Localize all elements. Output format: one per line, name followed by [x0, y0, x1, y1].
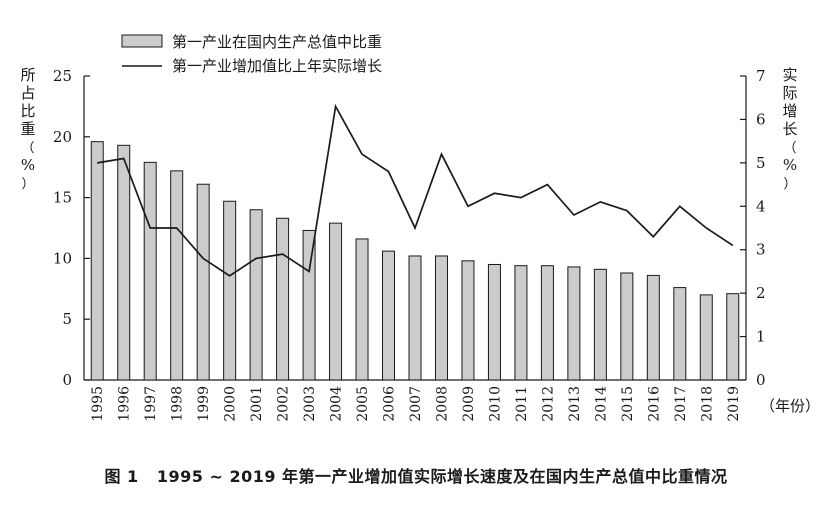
- right-axis-label: 实际增长 （% ）: [782, 66, 797, 192]
- left-label-char: %: [21, 156, 35, 174]
- bar-2004: [329, 222, 343, 381]
- bar-2017: [673, 287, 687, 381]
- bar-1997: [143, 161, 157, 381]
- x-tick-label: 2008: [434, 386, 450, 422]
- x-tick-label: 1996: [117, 386, 133, 422]
- x-tick-label: 2013: [567, 386, 583, 422]
- bar-2014: [593, 268, 607, 381]
- x-tick-label: 2018: [699, 386, 715, 422]
- bar-2015: [620, 272, 634, 381]
- bar-1999: [196, 183, 210, 381]
- x-tick-label: 2017: [673, 386, 689, 422]
- right-tick-label: 6: [756, 110, 766, 128]
- x-tick-label: 2005: [355, 386, 371, 422]
- x-tick-label: 2004: [329, 386, 345, 422]
- right-axis-ticks: 0 1 2 3 4 5 6 7: [740, 67, 766, 389]
- right-tick-label: 7: [756, 67, 766, 85]
- x-tick-label: 1995: [90, 386, 106, 422]
- x-tick-label: 2012: [540, 386, 556, 422]
- x-tick-label: 2003: [302, 386, 318, 422]
- left-tick-label: 20: [53, 128, 72, 146]
- bar-series: [90, 141, 740, 381]
- left-label-char: （: [21, 141, 34, 156]
- bar-2018: [699, 294, 713, 381]
- bar-2000: [223, 200, 237, 381]
- right-label-char: %: [783, 156, 797, 174]
- x-tick-label: 2006: [382, 386, 398, 422]
- x-tick-label: 2002: [276, 386, 292, 422]
- bar-2001: [249, 209, 263, 381]
- left-label-char: 重: [20, 120, 35, 138]
- figure-number: 图 1: [104, 467, 139, 486]
- right-label-char: 际: [782, 84, 797, 102]
- bar-2002: [276, 217, 290, 381]
- bar-2008: [434, 255, 448, 381]
- x-tick-label: 2009: [461, 386, 477, 422]
- x-tick-label: 2015: [620, 386, 636, 422]
- bar-1996: [117, 144, 131, 381]
- bar-2016: [646, 274, 660, 381]
- right-tick-label: 2: [756, 284, 766, 302]
- bar-1998: [170, 170, 184, 381]
- bar-2010: [487, 263, 501, 381]
- left-label-char: 比: [20, 102, 35, 120]
- x-tick-label: 1999: [196, 386, 212, 422]
- bar-2013: [567, 266, 581, 381]
- right-tick-label: 4: [756, 197, 766, 215]
- bar-1995: [90, 141, 104, 381]
- left-axis-ticks: 0 5 10 15 20 25: [53, 67, 90, 389]
- right-label-char: 长: [782, 120, 797, 138]
- x-tick-label: 2010: [487, 386, 503, 422]
- bar-2009: [461, 260, 475, 381]
- right-tick-label: 5: [756, 154, 766, 172]
- right-label-char: 实: [782, 66, 797, 84]
- legend-bar-label: 第一产业在国内生产总值中比重: [172, 33, 382, 51]
- x-tick-label: 1998: [170, 386, 186, 422]
- left-tick-label: 0: [62, 371, 72, 389]
- right-tick-label: 0: [756, 371, 766, 389]
- x-tick-label: 2000: [223, 386, 239, 422]
- figure-caption: 图 1 1995 ~ 2019 年第一产业增加值实际增长速度及在国内生产总值中比…: [0, 463, 832, 487]
- left-label-char: ）: [21, 177, 34, 192]
- x-tick-label: 1997: [143, 386, 159, 422]
- left-tick-label: 5: [62, 310, 72, 328]
- x-tick-label: 2001: [249, 386, 265, 422]
- bar-2003: [302, 229, 316, 381]
- left-tick-label: 15: [53, 189, 72, 207]
- legend-line-label: 第一产业增加值比上年实际增长: [172, 57, 382, 75]
- bar-2005: [355, 238, 369, 381]
- x-tick-label: 2014: [593, 386, 609, 422]
- bar-2019: [726, 293, 740, 381]
- right-label-char: 增: [782, 102, 797, 120]
- legend-bar-swatch: [121, 34, 163, 48]
- left-label-char: 所: [20, 66, 35, 84]
- bar-2012: [540, 265, 554, 381]
- x-axis-tick-labels: 1995 1996 1997 1998 1999 2000 2001 2002 2003 2004…: [90, 386, 742, 422]
- left-tick-label: 25: [53, 67, 72, 85]
- left-axis-label: 所占比重 （% ）: [20, 66, 35, 192]
- bar-2006: [382, 250, 396, 381]
- bar-2007: [408, 255, 422, 381]
- x-tick-label: 2016: [646, 386, 662, 422]
- right-label-char: （: [783, 141, 796, 156]
- left-label-char: 占: [20, 84, 35, 102]
- bar-2011: [514, 265, 528, 381]
- x-unit-label: （年份）: [760, 397, 820, 415]
- right-tick-label: 1: [756, 328, 766, 346]
- legend: 第一产业在国内生产总值中比重 第一产业增加值比上年实际增长: [121, 33, 382, 75]
- right-tick-label: 3: [756, 241, 766, 259]
- left-tick-label: 10: [53, 249, 72, 267]
- right-label-char: ）: [783, 177, 796, 192]
- x-tick-label: 2019: [726, 386, 742, 422]
- caption-text: 1995 ~ 2019 年第一产业增加值实际增长速度及在国内生产总值中比重情况: [156, 467, 728, 486]
- growth-line-series: [97, 103, 734, 277]
- x-tick-label: 2011: [514, 386, 530, 422]
- x-tick-label: 2007: [408, 386, 424, 422]
